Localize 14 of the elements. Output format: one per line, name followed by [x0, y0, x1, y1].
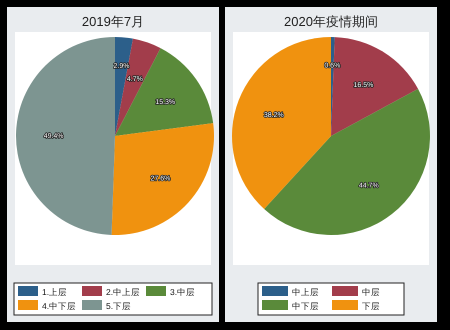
- legend-label: 下层: [362, 301, 380, 311]
- legend-label: 中下层: [292, 301, 319, 311]
- chart-title: 2019年7月: [82, 14, 144, 29]
- pie-slice: [115, 48, 214, 136]
- legend-label: 1.上层: [42, 287, 68, 297]
- legend-label: 中上层: [292, 287, 319, 297]
- pie-slice: [112, 123, 214, 235]
- pie-slice: [16, 37, 115, 235]
- legend-label: 3.中层: [170, 287, 196, 297]
- legend-label: 5.下层: [106, 301, 132, 311]
- chart-title: 2020年疫情期间: [284, 14, 378, 29]
- legend-label: 2.中上层: [106, 287, 140, 297]
- legend-label: 中层: [362, 287, 380, 297]
- legend-label: 4.中下层: [42, 301, 76, 311]
